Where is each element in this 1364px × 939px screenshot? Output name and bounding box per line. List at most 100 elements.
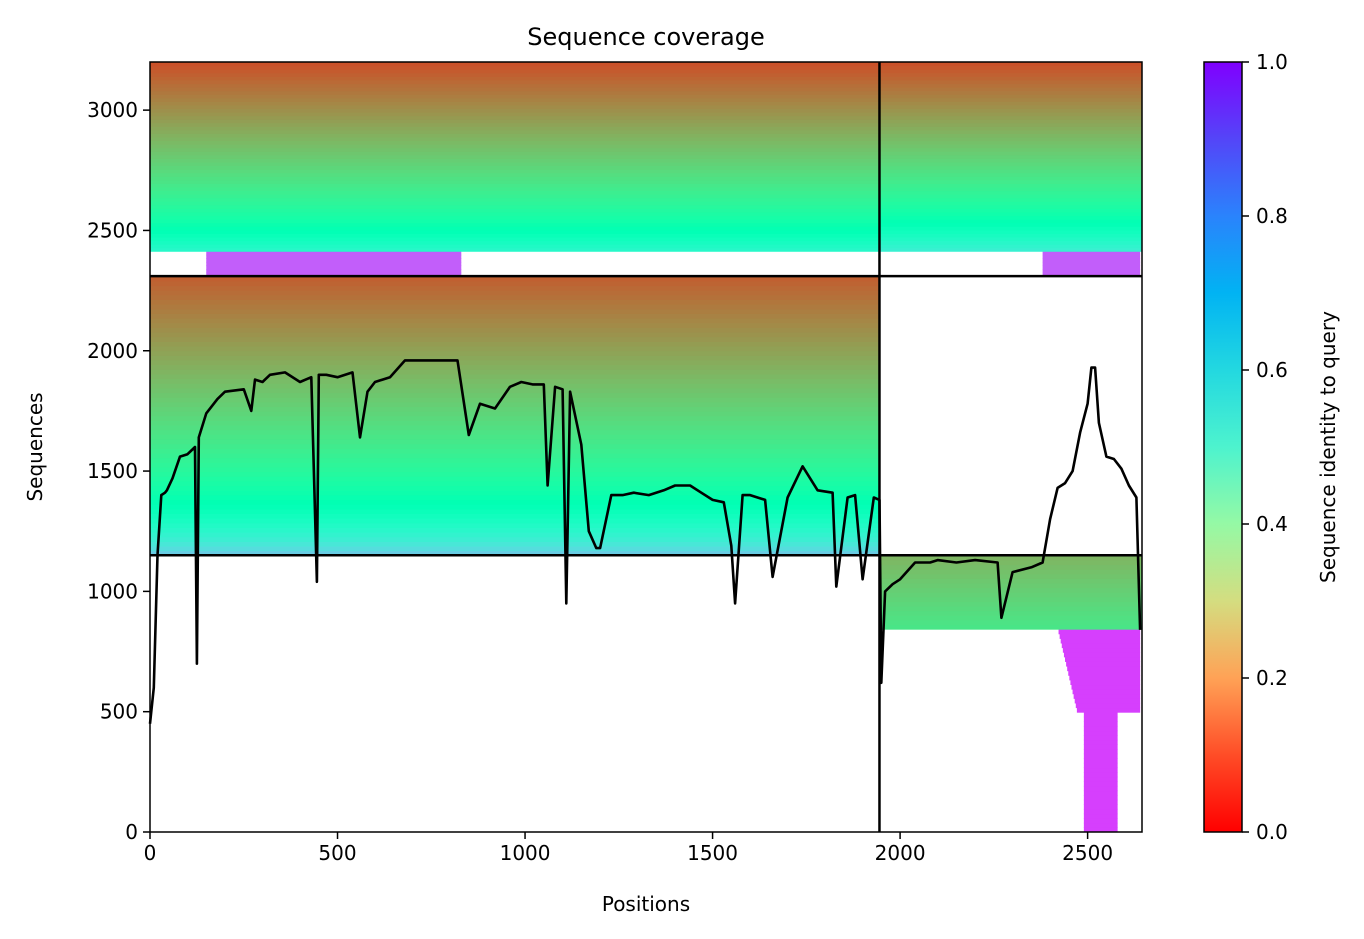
coverage-strip — [879, 615, 1142, 621]
coverage-strip — [879, 183, 1142, 188]
coverage-strip — [879, 136, 1142, 142]
coverage-strip — [1083, 739, 1118, 745]
coverage-strip — [1083, 822, 1118, 828]
coverage-strip — [150, 355, 880, 361]
coverage-strip — [1083, 753, 1118, 759]
coverage-strip — [1083, 795, 1118, 801]
coverage-strip — [1075, 702, 1141, 709]
coverage-strip — [879, 111, 1142, 117]
coverage-strip — [150, 420, 880, 426]
coverage-strip — [150, 532, 880, 538]
coverage-strip — [150, 194, 880, 199]
coverage-strip — [150, 485, 880, 491]
coverage-strip — [879, 129, 1142, 134]
coverage-strip — [150, 294, 880, 301]
coverage-strip — [150, 462, 880, 468]
coverage-strip — [1059, 633, 1141, 639]
coverage-strip — [150, 392, 880, 398]
coverage-strip — [879, 79, 1142, 85]
coverage-line-layer — [148, 359, 1142, 724]
coverage-strip — [150, 350, 880, 356]
coverage-strip — [150, 545, 880, 552]
x-tick-label: 0 — [144, 841, 157, 865]
coverage-strip — [879, 197, 1142, 202]
coverage-strip — [150, 522, 880, 528]
coverage-strip — [879, 119, 1142, 124]
colorbar-tick-label: 0.2 — [1256, 666, 1288, 690]
colorbar-tick-label: 0.6 — [1256, 358, 1288, 382]
coverage-strip — [150, 318, 880, 324]
coverage-strip — [150, 304, 880, 310]
coverage-strip — [1083, 758, 1118, 764]
y-tick: 2000 — [87, 339, 150, 363]
coverage-strip — [150, 397, 880, 403]
x-tick: 1500 — [687, 832, 738, 865]
coverage-strip — [879, 133, 1142, 138]
coverage-strip — [879, 219, 1142, 224]
x-tick: 2000 — [875, 832, 926, 865]
x-axis-label: Positions — [602, 892, 690, 916]
x-axis: 0 500 1000 1500 2000 2500 — [144, 832, 1113, 865]
coverage-strip — [150, 518, 880, 524]
coverage-strip — [150, 434, 880, 440]
coverage-strip — [150, 154, 880, 159]
coverage-strip — [150, 183, 880, 188]
coverage-strip — [150, 208, 880, 213]
coverage-strip — [1083, 804, 1118, 810]
coverage-strip — [150, 504, 880, 510]
coverage-strip — [879, 144, 1142, 149]
coverage-strip — [150, 425, 880, 431]
coverage-strip — [150, 313, 880, 319]
coverage-strip — [1083, 785, 1118, 792]
coverage-strip — [206, 251, 462, 256]
coverage-strip — [150, 90, 880, 95]
coverage-strip — [1061, 642, 1141, 649]
coverage-strip — [150, 401, 880, 408]
coverage-strip — [879, 165, 1142, 170]
coverage-strip — [1042, 261, 1141, 267]
coverage-strip — [1060, 638, 1141, 644]
coverage-strip — [1083, 772, 1118, 778]
coverage-block — [150, 276, 880, 556]
coverage-strip — [1065, 656, 1141, 662]
coverage-strip — [879, 190, 1142, 195]
coverage-strip — [150, 201, 880, 206]
coverage-strip — [879, 610, 1142, 616]
coverage-strip — [879, 236, 1142, 242]
coverage-strip — [150, 129, 880, 134]
coverage-strip — [150, 280, 880, 287]
coverage-strip — [879, 97, 1142, 102]
coverage-strip — [1083, 730, 1118, 736]
coverage-strip — [150, 466, 880, 473]
coverage-strip — [150, 364, 880, 370]
coverage-strip — [150, 457, 880, 463]
coverage-strip — [1083, 748, 1118, 755]
coverage-strip — [879, 147, 1142, 152]
coverage-strip — [150, 240, 880, 245]
coverage-strip — [879, 569, 1142, 575]
coverage-strip — [150, 513, 880, 519]
coverage-strip — [150, 176, 880, 181]
coverage-strip — [150, 244, 880, 249]
coverage-strip — [879, 582, 1142, 589]
coverage-strip — [1062, 647, 1141, 653]
coverage-strip — [150, 215, 880, 220]
x-tick: 2500 — [1062, 832, 1113, 865]
y-tick-label: 500 — [100, 700, 138, 724]
coverage-strip — [150, 161, 880, 167]
colorbar-tick: 0.0 — [1242, 820, 1288, 844]
coverage-strip — [150, 86, 880, 92]
coverage-strip — [206, 265, 462, 270]
coverage-strip — [879, 233, 1142, 238]
coverage-strip — [206, 269, 462, 274]
coverage-strip — [150, 111, 880, 117]
coverage-strip — [150, 140, 880, 145]
coverage-strip — [150, 229, 880, 234]
coverage-strip — [1083, 725, 1118, 732]
coverage-strip — [879, 215, 1142, 220]
y-tick-label: 2000 — [87, 339, 138, 363]
coverage-strip — [879, 169, 1142, 174]
chart-title: Sequence coverage — [527, 23, 764, 51]
coverage-strip — [879, 101, 1142, 106]
coverage-strip — [150, 204, 880, 209]
